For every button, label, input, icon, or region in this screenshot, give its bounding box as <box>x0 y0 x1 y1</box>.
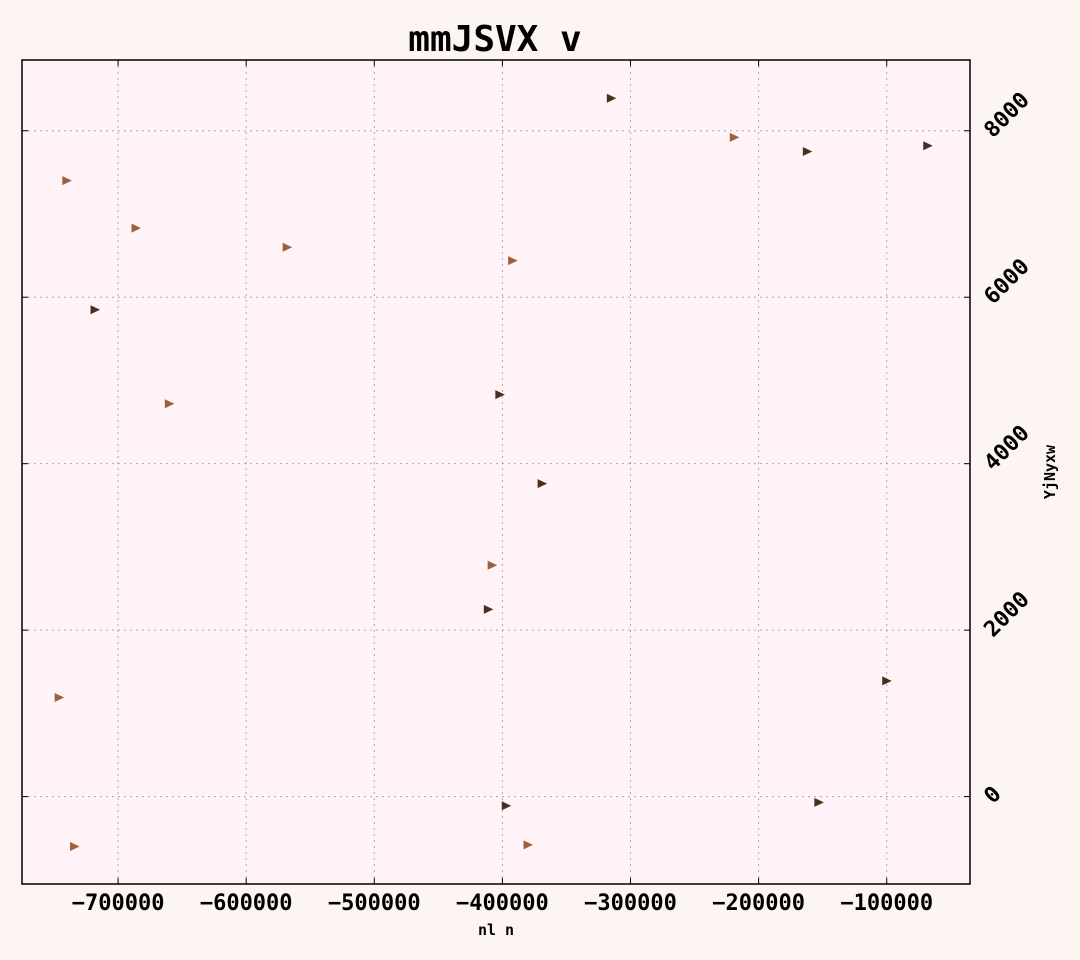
data-point <box>802 147 813 157</box>
data-point <box>483 604 494 614</box>
x-tick-label: −700000 <box>72 891 165 916</box>
data-point <box>487 560 498 570</box>
plot-frame <box>21 59 971 885</box>
data-point <box>729 132 740 142</box>
y-axis-label: YjNyxw <box>1041 444 1059 499</box>
x-tick-label: −500000 <box>328 891 421 916</box>
data-points <box>54 93 933 852</box>
x-axis-label: nl n <box>478 921 514 939</box>
data-point <box>501 801 512 811</box>
x-tick-label: −600000 <box>200 891 293 916</box>
plot-area <box>22 60 970 884</box>
data-point <box>923 141 933 151</box>
x-tick-label: −100000 <box>840 891 933 916</box>
data-point <box>90 305 101 315</box>
x-tick-label: −400000 <box>456 891 549 916</box>
data-point <box>814 797 824 807</box>
data-point <box>164 399 175 409</box>
grid-lines <box>22 60 970 884</box>
data-point <box>495 390 505 400</box>
data-point <box>523 840 534 850</box>
data-point <box>131 223 142 233</box>
data-point <box>62 176 72 186</box>
x-tick-label: −300000 <box>584 891 677 916</box>
axis-ticks: −700000 −600000 −500000 −400000 −300000 −2000… <box>22 60 1035 916</box>
chart-title: mmJSVX v <box>408 19 581 60</box>
data-point <box>54 693 65 703</box>
data-point <box>882 676 892 686</box>
x-tick-label: −200000 <box>712 891 805 916</box>
data-point <box>282 242 293 252</box>
data-point <box>508 256 518 266</box>
data-point <box>537 479 548 489</box>
data-point <box>70 842 80 852</box>
data-point <box>606 93 617 103</box>
